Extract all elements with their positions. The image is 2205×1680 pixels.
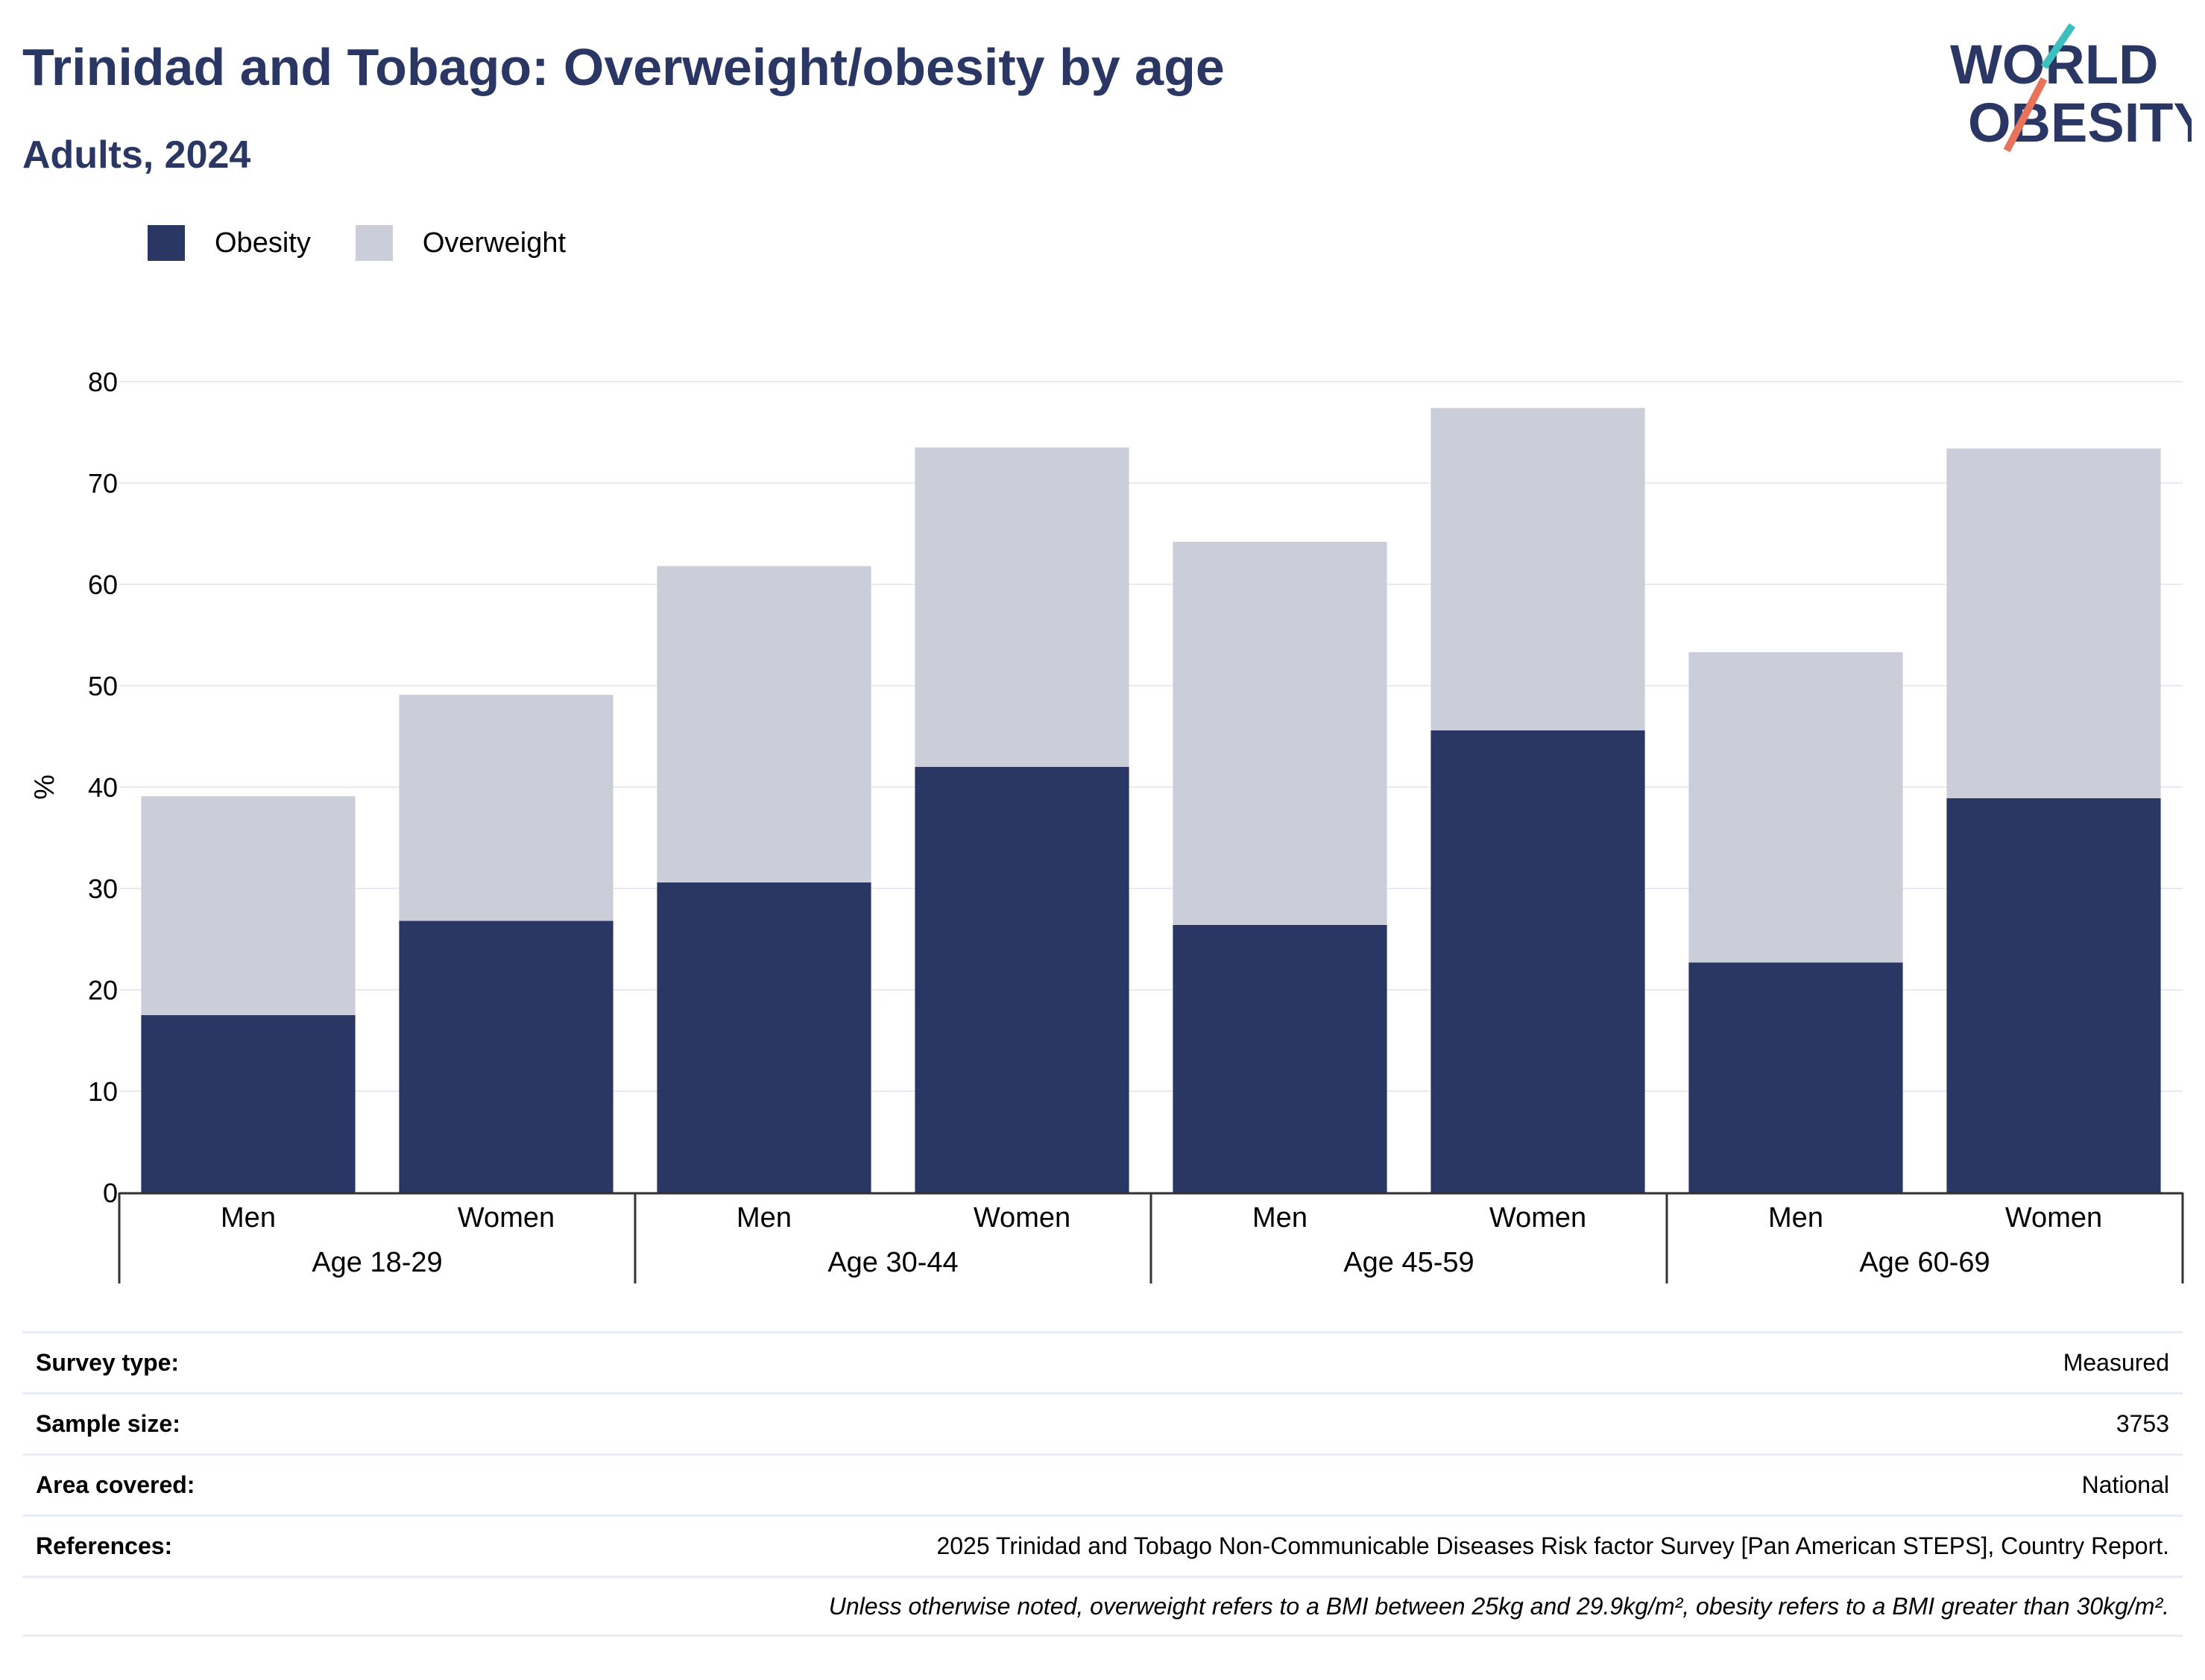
bar-overweight-6 [1688, 652, 1903, 963]
y-tick-label: 70 [88, 468, 118, 499]
bar-overweight-2 [657, 566, 871, 882]
legend-swatch-obesity [148, 225, 185, 261]
bar-chart: 0 10 20 30 40 50 60 70 80% Men Women Men Women Men Wom… [29, 367, 2184, 1283]
legend-label-obesity: Obesity [215, 227, 311, 259]
meta-value: 3753 [2116, 1410, 2169, 1437]
bar-obesity-7 [1946, 798, 2161, 1193]
x-tick-label: Men [221, 1202, 276, 1234]
logo-slash-coral [2003, 77, 2048, 153]
legend-item-obesity: Obesity [148, 225, 311, 261]
meta-note: Unless otherwise noted, overweight refer… [828, 1592, 2169, 1620]
legend-swatch-overweight [355, 225, 393, 261]
x-tick-label: Women [1489, 1202, 1586, 1234]
y-tick-label: 40 [88, 772, 118, 803]
bar-obesity-1 [399, 920, 613, 1193]
meta-row-references: References: 2025 Trinidad and Tobago Non… [22, 1515, 2183, 1576]
x-group-label: Age 45-59 [1343, 1247, 1474, 1278]
y-tick-label: 60 [88, 569, 118, 600]
y-tick-label: 30 [88, 874, 118, 904]
x-tick-label: Men [1252, 1202, 1307, 1234]
meta-value: National [2081, 1471, 2169, 1498]
meta-key: Sample size: [36, 1410, 180, 1437]
x-group-label: Age 60-69 [1859, 1247, 1990, 1278]
meta-value: Measured [2063, 1349, 2169, 1376]
y-tick-label: 80 [88, 367, 118, 397]
logo-word-obesity: OBESITY [1968, 92, 2192, 154]
bar-overweight-3 [915, 447, 1129, 767]
chart-legend: Obesity Overweight [148, 224, 611, 262]
meta-row-sample-size: Sample size: 3753 [22, 1392, 2183, 1453]
x-tick-label: Women [2005, 1202, 2102, 1234]
bar-obesity-2 [657, 882, 871, 1193]
bar-obesity-5 [1430, 730, 1645, 1193]
meta-key: Area covered: [36, 1471, 195, 1498]
meta-key: Survey type: [36, 1349, 180, 1376]
meta-row-bmi-note: Unless otherwise noted, overweight refer… [22, 1576, 2183, 1637]
x-group-label: Age 30-44 [827, 1247, 958, 1278]
meta-value: 2025 Trinidad and Tobago Non-Communicabl… [936, 1532, 2169, 1559]
bar-overweight-5 [1430, 408, 1645, 730]
meta-row-survey-type: Survey type: Measured [22, 1331, 2183, 1392]
bar-obesity-3 [915, 766, 1129, 1193]
x-tick-label: Women [458, 1202, 555, 1234]
legend-label-overweight: Overweight [422, 227, 567, 259]
x-group-label: Age 18-29 [312, 1247, 442, 1278]
logo-slash-teal [2040, 23, 2076, 69]
bar-overweight-0 [141, 796, 356, 1015]
bar-obesity-4 [1173, 924, 1387, 1193]
metadata-table: Survey type: Measured Sample size: 3753 … [22, 1331, 2183, 1637]
world-obesity-logo: WORLD OBESITY [1950, 23, 2192, 154]
y-tick-label: 0 [103, 1178, 118, 1208]
y-tick-label: 50 [88, 671, 118, 701]
x-tick-label: Men [1768, 1202, 1823, 1234]
legend-item-overweight: Overweight [355, 225, 567, 261]
meta-key: References: [36, 1532, 173, 1559]
bar-obesity-6 [1688, 962, 1903, 1193]
logo-word-world: WORLD [1950, 34, 2159, 95]
meta-row-area-covered: Area covered: National [22, 1453, 2183, 1515]
bar-overweight-4 [1173, 541, 1387, 925]
chart-title: Trinidad and Tobago: Overweight/obesity … [22, 38, 1225, 96]
y-tick-label: 20 [88, 975, 118, 1005]
y-axis-label: % [29, 774, 60, 800]
chart-subtitle: Adults, 2024 [22, 133, 251, 177]
bar-overweight-1 [399, 695, 613, 921]
x-tick-label: Women [974, 1202, 1070, 1234]
x-tick-label: Men [736, 1202, 792, 1234]
y-tick-label: 10 [88, 1076, 118, 1107]
bar-overweight-7 [1946, 448, 2161, 798]
bar-obesity-0 [141, 1015, 356, 1193]
